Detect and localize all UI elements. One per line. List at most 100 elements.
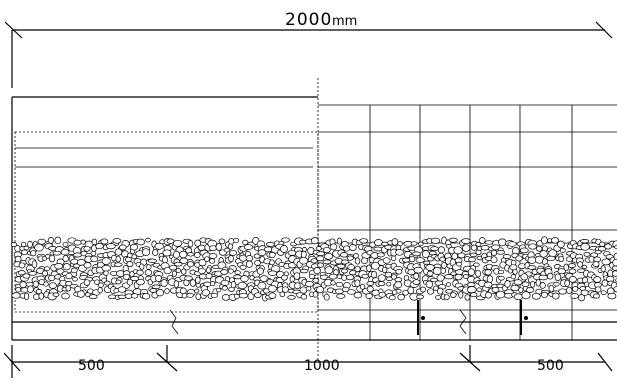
gravel-stone (491, 249, 498, 257)
gravel-stone (484, 240, 494, 245)
gravel-stone (466, 282, 476, 287)
gravel-stone (237, 281, 248, 290)
gravel-stone (536, 245, 543, 252)
gravel-stone (467, 268, 475, 276)
gravel-stone (437, 287, 444, 295)
gravel-stone (162, 249, 172, 257)
gravel-stone (287, 295, 296, 300)
gravel-stone (486, 275, 494, 283)
gravel-stone (335, 281, 344, 288)
gravel-stone (257, 281, 267, 290)
gravel-stone (323, 293, 330, 301)
gravel-stone (469, 252, 478, 258)
break-mark-left (169, 309, 179, 335)
gravel-stone (437, 246, 445, 254)
gravel-stone (495, 290, 506, 299)
gravel-stone (160, 279, 168, 288)
gravel-stone (144, 269, 153, 276)
gravel-stone (215, 287, 222, 293)
gravel-stone (583, 251, 591, 257)
gravel-stone (601, 258, 611, 266)
gravel-stone (390, 255, 397, 261)
gravel-stone (425, 280, 434, 289)
gravel-stone (479, 237, 486, 244)
gravel-stone (65, 284, 72, 292)
gravel-stone (194, 288, 200, 294)
gravel-stone (470, 244, 478, 251)
gravel-stone (593, 256, 602, 263)
gravel-stone (426, 270, 434, 277)
gravel-stone (614, 244, 617, 250)
gravel-stone (324, 252, 334, 260)
gravel-stone (189, 279, 197, 287)
gravel-stone (308, 273, 316, 280)
gravel-stone (415, 257, 425, 263)
gravel-stone (394, 281, 403, 289)
gravel-stone (397, 293, 405, 301)
gravel-stone (612, 265, 617, 271)
gravel-stone (376, 252, 385, 258)
gravel-stone (90, 250, 97, 257)
gravel-stone (115, 279, 122, 285)
gravel-stone (550, 237, 560, 244)
gravel-stone (48, 282, 57, 289)
gravel-stone (346, 289, 356, 295)
gravel-stone (322, 246, 331, 254)
gravel-stone (600, 290, 607, 295)
gravel-stone (498, 275, 505, 281)
gravel-stone (498, 238, 507, 247)
gravel-stone (146, 264, 152, 270)
gravel-stone (316, 285, 324, 294)
gravel-stone (195, 282, 201, 288)
gravel-stone (504, 280, 511, 288)
segment-left-label: 500 (78, 358, 105, 374)
gravel-stone (541, 236, 548, 245)
gravel-stone (60, 248, 70, 256)
gravel-stone (313, 267, 321, 275)
gravel-stone (221, 285, 228, 291)
gravel-stone (572, 286, 579, 292)
gravel-stone (23, 245, 30, 251)
gravel-stone (365, 293, 373, 299)
gravel-stone (103, 270, 109, 276)
gravel-stone (366, 285, 374, 293)
gravel-stone (330, 280, 336, 286)
gravel-stone (612, 258, 617, 267)
gravel-stone (412, 279, 421, 285)
gravel-stone (413, 272, 420, 280)
gravel-stone (100, 238, 109, 245)
gravel-stone (220, 279, 230, 286)
gravel-stone (10, 242, 18, 248)
gravel-stone (65, 272, 73, 280)
gravel-stone (131, 254, 137, 260)
gravel-stone (593, 276, 602, 283)
gravel-stone (218, 238, 226, 245)
gravel-stone (557, 240, 565, 249)
gravel-stone (243, 244, 254, 250)
gravel-stone (171, 270, 177, 277)
gravel-stone (47, 237, 55, 244)
gravel-stone (568, 268, 577, 274)
gravel-stone (101, 257, 111, 265)
gravel-stone (366, 264, 372, 272)
gravel-stone (112, 238, 122, 244)
gravel-stone (106, 243, 116, 250)
gravel-stone (435, 294, 442, 300)
gravel-stone (21, 249, 28, 256)
gravel-stone (547, 272, 554, 280)
gravel-stone (539, 282, 546, 289)
gravel-stone (44, 266, 50, 272)
gravel-stone (377, 274, 386, 282)
gravel-stone (164, 288, 170, 295)
gravel-stone (73, 252, 82, 258)
gravel-stone (468, 256, 476, 263)
gravel-stone (101, 264, 112, 272)
gravel-stone (41, 256, 48, 261)
gravel-stone (268, 292, 277, 299)
gravel-stone (43, 281, 49, 287)
gravel-stone (568, 275, 577, 283)
gravel-stone (220, 269, 229, 275)
gravel-stone (412, 251, 421, 257)
gravel-stone (440, 267, 446, 274)
gravel-stone (62, 263, 71, 271)
